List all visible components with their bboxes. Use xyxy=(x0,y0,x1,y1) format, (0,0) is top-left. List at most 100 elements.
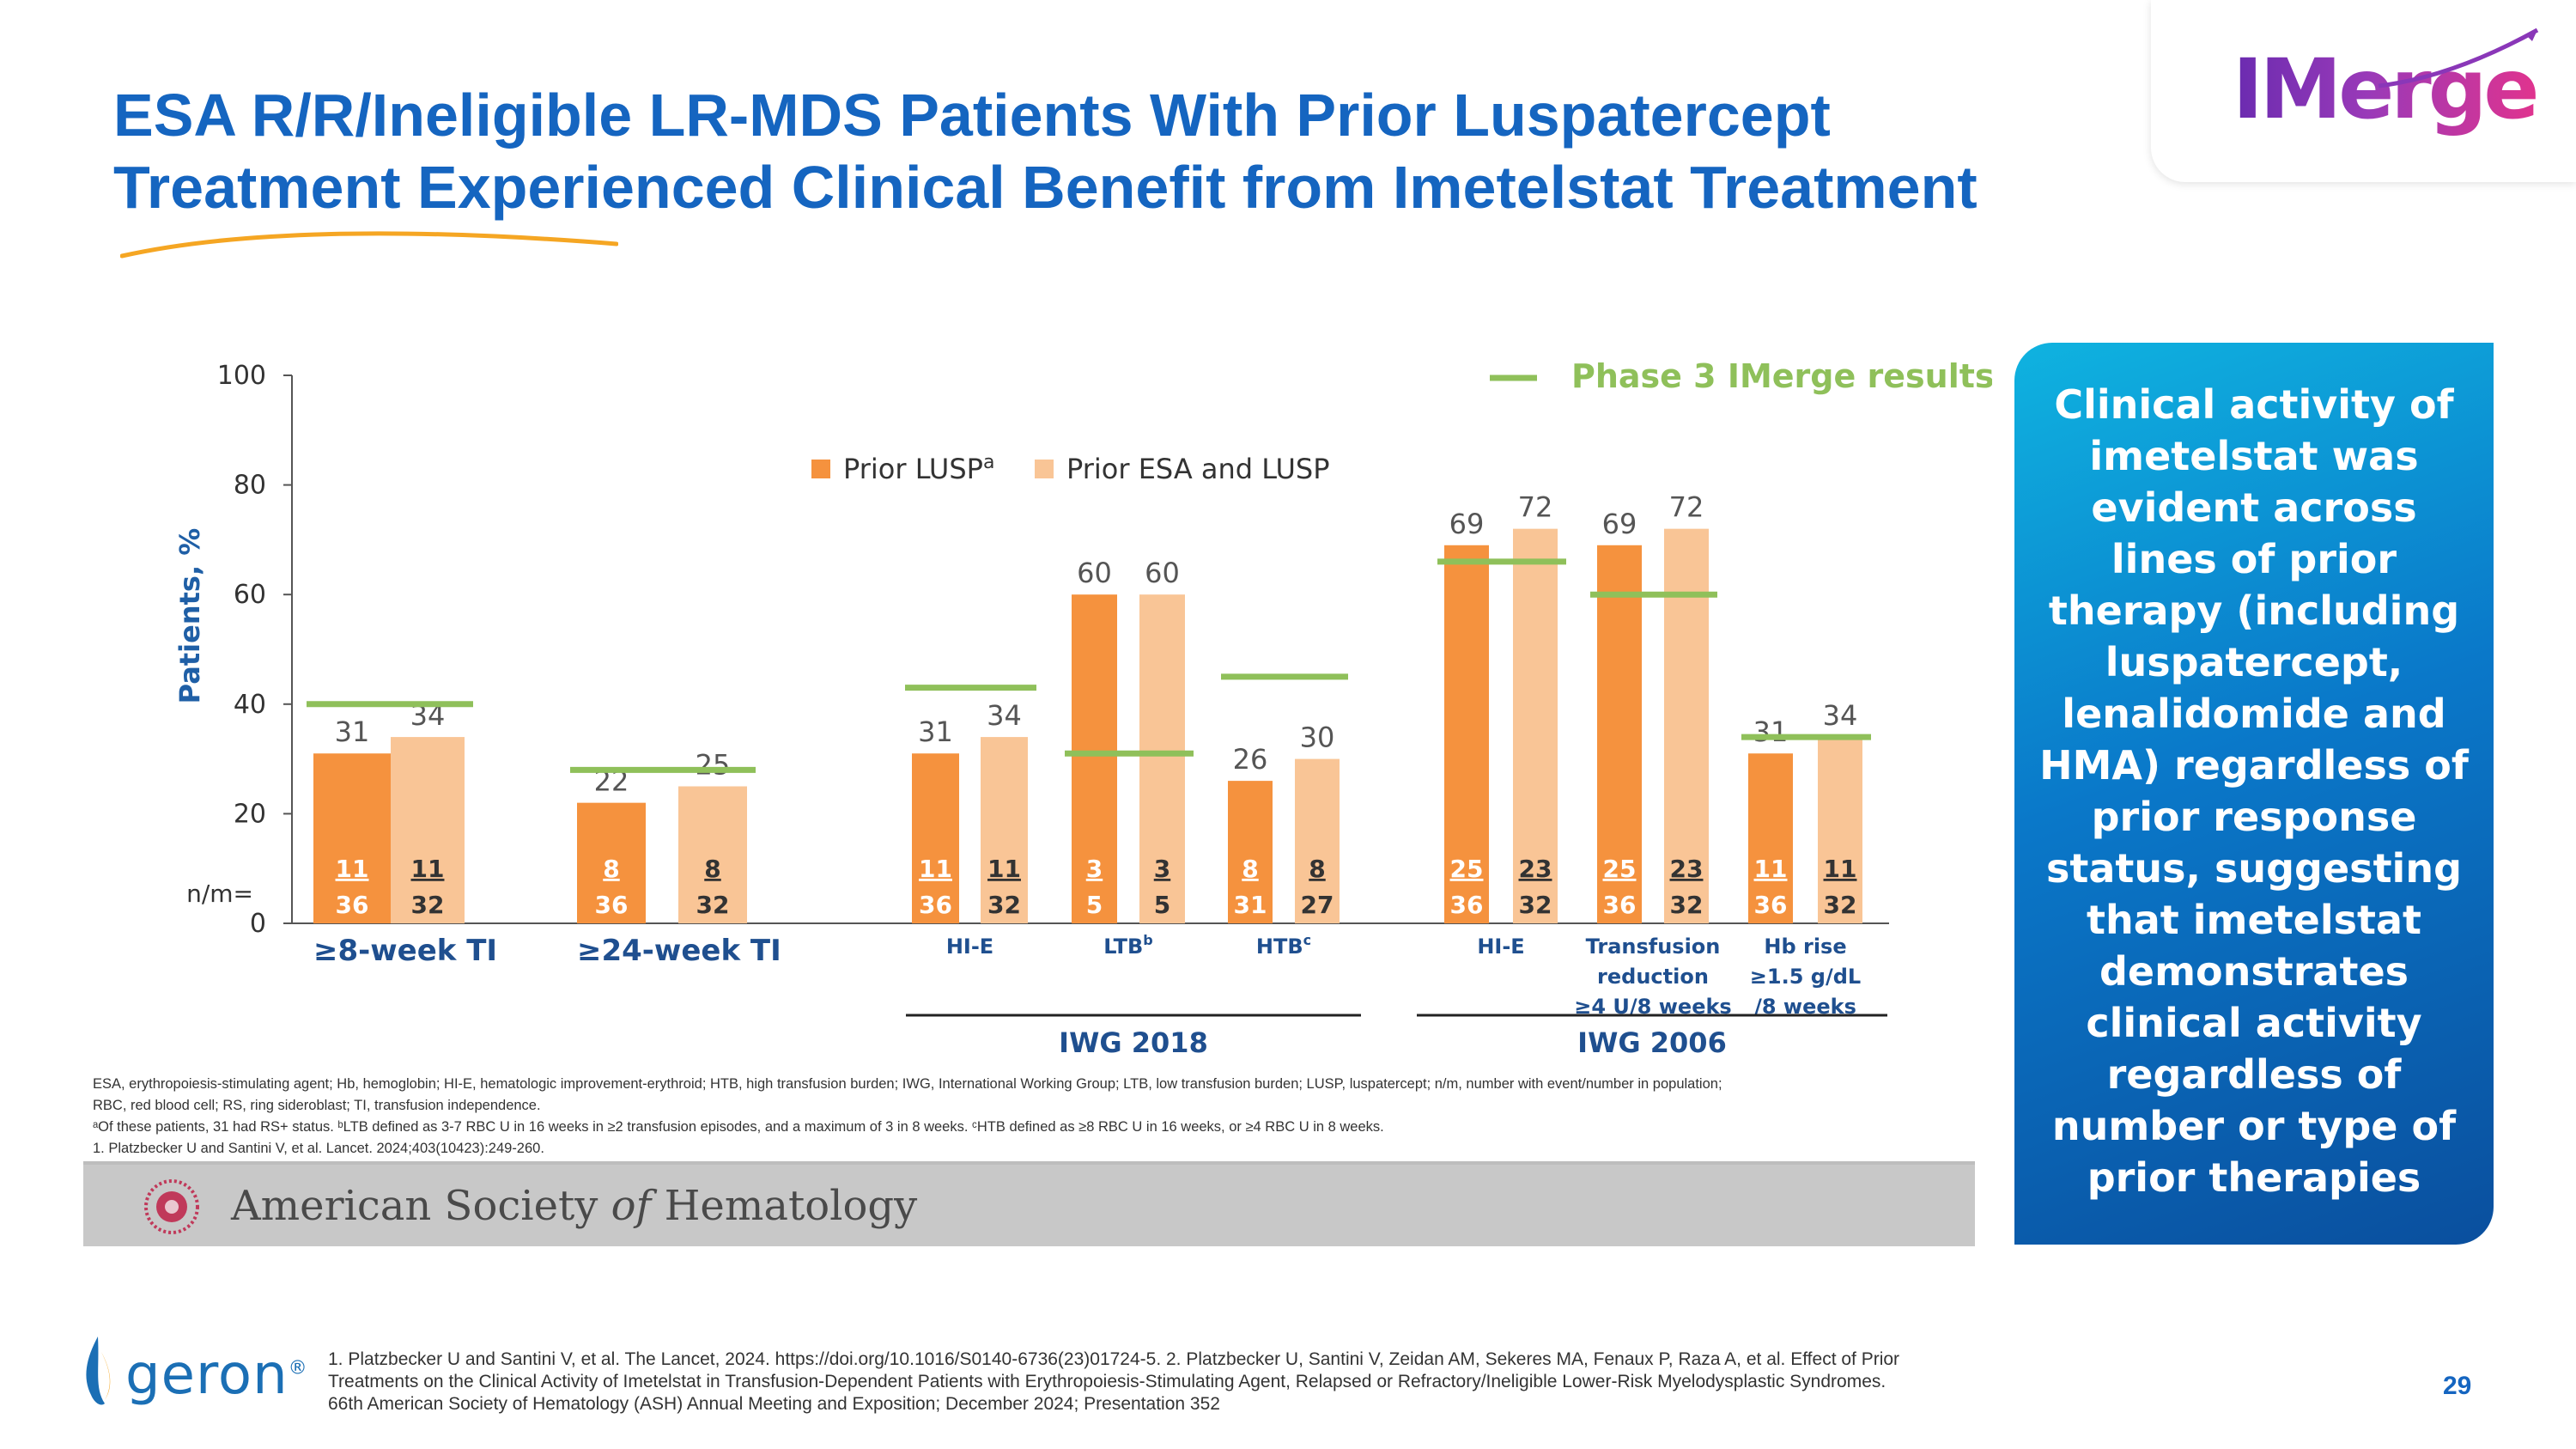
bar-m-label: 36 xyxy=(1754,891,1788,919)
bar-n-label: 11 xyxy=(987,855,1021,883)
group-label-sup: b xyxy=(1143,932,1152,948)
bar-m-label: 5 xyxy=(1154,891,1170,919)
logo-swoosh-icon xyxy=(2378,27,2539,88)
group-label: HTBc xyxy=(1256,932,1311,959)
bar-n-label: 8 xyxy=(704,855,720,883)
bar-n-label: 25 xyxy=(1450,855,1484,883)
bar-n-label: 11 xyxy=(336,855,369,883)
bar-m-label: 36 xyxy=(336,891,369,919)
bar-prior-lusp xyxy=(1597,545,1642,923)
bar-prior-esa-lusp xyxy=(1513,528,1558,923)
bar-m-label: 32 xyxy=(1670,891,1704,919)
y-tick-label: 20 xyxy=(234,799,266,829)
bar-value-label: 31 xyxy=(335,715,370,748)
bar-m-label: 32 xyxy=(1519,891,1552,919)
bar-n-label: 23 xyxy=(1519,855,1552,883)
bar-prior-esa-lusp xyxy=(678,786,747,923)
bar-value-label: 60 xyxy=(1077,557,1112,589)
bar-value-label: 34 xyxy=(987,699,1022,732)
bar-n-label: 8 xyxy=(1309,855,1325,883)
group-label: Transfusion xyxy=(1586,935,1721,959)
bar-prior-lusp xyxy=(1072,594,1117,923)
bar-m-label: 32 xyxy=(696,891,730,919)
bar-m-label: 36 xyxy=(595,891,629,919)
bar-prior-lusp xyxy=(912,753,959,923)
group-label: HI-E xyxy=(946,935,993,959)
bar-prior-esa-lusp xyxy=(1139,594,1185,923)
group-label: ≥8-week TI xyxy=(313,934,497,968)
geron-wordmark: geron® xyxy=(125,1343,308,1407)
bar-value-label: 34 xyxy=(1823,699,1858,732)
bracket-label: IWG 2018 xyxy=(1059,1026,1208,1059)
bar-m-label: 32 xyxy=(411,891,445,919)
footnote-abbreviations-2: RBC, red blood cell; RS, ring sideroblas… xyxy=(93,1098,541,1113)
bar-value-label: 26 xyxy=(1233,743,1268,776)
bar-n-label: 3 xyxy=(1086,855,1103,883)
group-label: reduction xyxy=(1597,965,1709,989)
group-label: Hb rise xyxy=(1764,935,1846,959)
slide-title: ESA R/R/Ineligible LR-MDS Patients With … xyxy=(113,79,2191,223)
group-label: HI-E xyxy=(1477,935,1524,959)
bar-prior-esa-lusp xyxy=(1295,758,1340,923)
ash-name-pre: American Society xyxy=(231,1182,611,1230)
bar-m-label: 31 xyxy=(1234,891,1267,919)
legend-prior-lusp-text: Prior LUSP xyxy=(843,453,983,485)
bar-m-label: 32 xyxy=(1824,891,1857,919)
y-tick-label: 60 xyxy=(234,580,266,610)
bar-n-label: 8 xyxy=(1242,855,1258,883)
bar-prior-lusp xyxy=(1748,753,1793,923)
bar-value-label: 60 xyxy=(1145,557,1180,589)
legend-phase3-text: Phase 3 IMerge results xyxy=(1571,357,1992,395)
bar-n-label: 25 xyxy=(1603,855,1637,883)
bar-value-label: 31 xyxy=(1753,715,1789,748)
page-number: 29 xyxy=(2443,1372,2472,1400)
bar-prior-lusp xyxy=(313,753,391,923)
bar-n-label: 11 xyxy=(411,855,445,883)
y-tick-label: 40 xyxy=(234,690,266,720)
y-axis-label: Patients, % xyxy=(173,528,206,704)
bar-prior-lusp xyxy=(1444,545,1489,923)
title-line-2: Treatment Experienced Clinical Benefit f… xyxy=(113,154,1978,221)
bar-value-label: 69 xyxy=(1602,508,1637,540)
ash-seal-icon xyxy=(144,1179,199,1234)
y-tick-label: 80 xyxy=(234,471,266,501)
bar-prior-esa-lusp xyxy=(391,737,465,923)
footnote-abbreviations-1: ESA, erythropoiesis-stimulating agent; H… xyxy=(93,1076,1722,1092)
bar-n-label: 11 xyxy=(919,855,952,883)
bar-n-label: 23 xyxy=(1670,855,1704,883)
ash-banner: American Society of Hematology xyxy=(83,1161,1975,1246)
ash-name-of: of xyxy=(611,1182,652,1230)
group-label-sup: c xyxy=(1303,932,1311,948)
bar-m-label: 27 xyxy=(1301,891,1334,919)
references: 1. Platzbecker U and Santini V, et al. T… xyxy=(328,1349,2166,1416)
y-tick-label: 0 xyxy=(250,909,266,939)
bar-prior-esa-lusp xyxy=(981,737,1028,923)
geron-trademark: ® xyxy=(288,1357,308,1379)
bar-value-label: 72 xyxy=(1518,491,1553,524)
imerge-logo-card: IMerge xyxy=(2151,0,2576,182)
nm-label: n/m= xyxy=(186,880,253,908)
footnotes: ESA, erythropoiesis-stimulating agent; H… xyxy=(93,1074,1947,1160)
footnote-definitions: ᵃOf these patients, 31 had RS+ status. ᵇ… xyxy=(93,1119,1384,1135)
group-label: LTBb xyxy=(1103,932,1152,959)
bar-prior-lusp xyxy=(1228,781,1273,923)
ash-name-post: Hematology xyxy=(651,1182,918,1230)
bar-m-label: 36 xyxy=(919,891,952,919)
legend-prior-esa-lusp: Prior ESA and LUSP xyxy=(1066,453,1330,485)
bar-value-label: 72 xyxy=(1669,491,1704,524)
legend-prior-lusp: Prior LUSPa xyxy=(843,452,994,485)
group-label: ≥1.5 g/dL xyxy=(1750,965,1861,989)
bar-n-label: 3 xyxy=(1154,855,1170,883)
legend-prior-lusp-sup: a xyxy=(983,452,994,473)
title-swoosh xyxy=(120,231,618,259)
bar-value-label: 69 xyxy=(1449,508,1485,540)
group-label: ≥24-week TI xyxy=(577,934,781,968)
bar-n-label: 11 xyxy=(1824,855,1857,883)
geron-text: geron xyxy=(125,1343,289,1407)
reference-line-3: 66th American Society of Hematology (ASH… xyxy=(328,1394,1220,1414)
title-line-1: ESA R/R/Ineligible LR-MDS Patients With … xyxy=(113,82,1831,149)
bar-n-label: 8 xyxy=(603,855,619,883)
bar-m-label: 32 xyxy=(987,891,1021,919)
bar-prior-esa-lusp xyxy=(1818,737,1862,923)
bar-m-label: 36 xyxy=(1603,891,1637,919)
